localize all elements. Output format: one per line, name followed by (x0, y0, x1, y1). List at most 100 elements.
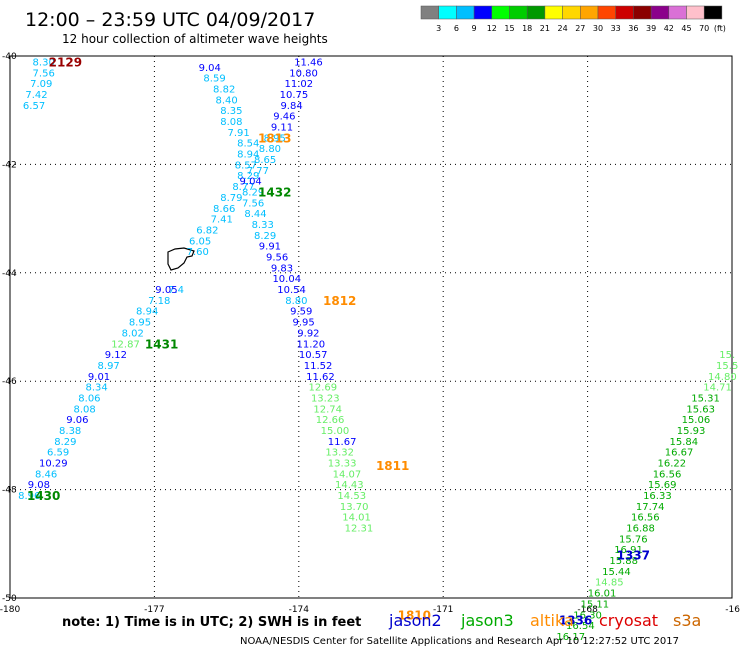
satellite-label: cryosat (599, 611, 658, 630)
legend-swatch (473, 5, 493, 20)
legend-swatch (491, 5, 510, 20)
legend-swatch (562, 5, 581, 20)
chart-footer: NOAA/NESDIS Center for Satellite Applica… (240, 636, 679, 647)
wave-height-label: 14.80 (708, 372, 737, 383)
y-tick-label: -40 (2, 52, 17, 62)
time-labels: 2129 1813 1432 1812 1431 1430 1811 1337 1810 1336 (27, 55, 650, 627)
x-tick-label: -180 (0, 605, 20, 615)
color-legend: 3 6 9 12 15 18 21 24 27 30 33 36 39 42 45 70 (ft) (420, 5, 726, 33)
wave-height-label: 13.23 (311, 393, 340, 404)
legend-swatch (544, 5, 563, 20)
wave-height-label: 16.56 (631, 513, 660, 524)
wave-height-label: 12.69 (309, 383, 338, 394)
wave-height-label: 15.63 (686, 404, 715, 415)
legend-unit: (ft) (714, 24, 726, 33)
wave-height-label: 9.11 (271, 122, 293, 133)
wave-height-label: 7.41 (211, 215, 233, 226)
wave-height-label: 15.5 (716, 361, 738, 372)
wave-height-label: 9.91 (259, 242, 281, 253)
wave-height-label: 8.33 (252, 220, 274, 231)
wave-height-label: 8.02 (122, 328, 144, 339)
legend-value: 45 (681, 24, 691, 33)
wave-height-label: 8.38 (59, 426, 81, 437)
wave-height-label: 6.59 (47, 448, 69, 459)
wave-height-label: 8.08 (73, 404, 95, 415)
chart-title: 12:00 – 23:59 UTC 04/09/2017 (25, 9, 315, 31)
wave-height-label: 14.43 (335, 480, 364, 491)
pass-time-label: 2129 (49, 55, 82, 69)
y-tick-labels: -40 -42 -44 -46 -48 -50 (2, 52, 17, 604)
wave-height-label: 10.29 (39, 459, 68, 470)
wave-height-label: 13.70 (340, 502, 369, 513)
legend-value: 39 (646, 24, 656, 33)
y-tick-label: -48 (2, 486, 17, 496)
wave-height-label: 9.92 (297, 328, 319, 339)
wave-height-label: 7.4 (168, 285, 184, 296)
grid (10, 56, 732, 598)
wave-height-label: 9.84 (280, 101, 302, 112)
legend-value: 3 (436, 24, 441, 33)
wave-height-label: 15.06 (682, 415, 711, 426)
wave-height-label: 8.77 (232, 182, 254, 193)
legend-value: 21 (540, 24, 550, 33)
wave-height-label: 8.94 (136, 307, 158, 318)
wave-height-label: 9.56 (266, 253, 288, 264)
wave-height-label: 11.52 (304, 361, 333, 372)
wave-height-label: 8.65 (254, 155, 276, 166)
wave-height-label: 7.18 (148, 296, 170, 307)
legend-swatch (456, 5, 475, 20)
wave-height-label: 7.09 (30, 79, 52, 90)
legend-value: 24 (558, 24, 568, 33)
wave-height-label: 11.46 (294, 57, 323, 68)
wave-height-label: 14.07 (333, 469, 362, 480)
pass-time-label: 1432 (258, 186, 291, 200)
wave-height-label: 8.80 (285, 296, 307, 307)
y-tick-label: -44 (2, 269, 17, 279)
legend-value: 9 (472, 24, 477, 33)
pass-time-label: 1811 (376, 459, 409, 473)
legend-swatch (580, 5, 599, 20)
wave-height-label: 8.30 (33, 57, 55, 68)
wave-height-label: 9.01 (88, 372, 110, 383)
wave-height-label: 16.56 (653, 469, 682, 480)
wave-height-label: 9.46 (273, 112, 295, 123)
legend-swatch (438, 5, 457, 20)
wave-height-label: 14.85 (595, 578, 624, 589)
wave-height-label: 14.71 (703, 383, 732, 394)
wave-height-label: 16.88 (626, 524, 655, 535)
wave-height-label: 9.05 (155, 285, 177, 296)
wave-height-label: 12.87 (111, 339, 140, 350)
wave-height-label: 16.17 (556, 632, 585, 643)
wave-height-label: 15.93 (677, 426, 706, 437)
wave-height-label: 16.33 (643, 491, 672, 502)
legend-value: 27 (575, 24, 585, 33)
wave-height-label: 10.04 (272, 274, 301, 285)
x-tick-label: -16 (725, 605, 740, 615)
legend-swatch (615, 5, 634, 20)
wave-height-label: 8.94 (237, 150, 259, 161)
wave-height-label: 8.06 (78, 393, 100, 404)
wave-height-label: 16.91 (614, 545, 643, 556)
legend-swatch (597, 5, 616, 20)
wave-height-label: 7.56 (242, 198, 264, 209)
wave-height-label: 8.29 (237, 171, 259, 182)
plot-frame (9, 55, 733, 599)
wave-height-label: 12.66 (316, 415, 345, 426)
wave-height-label: 8.96 (18, 491, 40, 502)
wave-height-label: 9.04 (199, 63, 221, 74)
legend-value: 15 (504, 24, 514, 33)
legend-swatch (650, 5, 670, 20)
wave-height-label: 8.95 (129, 318, 151, 329)
wave-height-label: 8.57 (235, 160, 257, 171)
wave-height-label: 8.44 (244, 209, 266, 220)
legend-swatch (668, 5, 687, 20)
legend-swatch (509, 5, 528, 20)
wave-height-label: 13.33 (328, 459, 357, 470)
x-tick-label: -174 (289, 605, 310, 615)
wave-height-label: 12.74 (313, 404, 342, 415)
pass-time-label: 1813 (258, 131, 291, 145)
legend-swatch (633, 5, 652, 20)
legend-swatch (420, 5, 439, 20)
satellite-label: jason3 (460, 611, 514, 630)
wave-height-label: 15.69 (648, 480, 677, 491)
